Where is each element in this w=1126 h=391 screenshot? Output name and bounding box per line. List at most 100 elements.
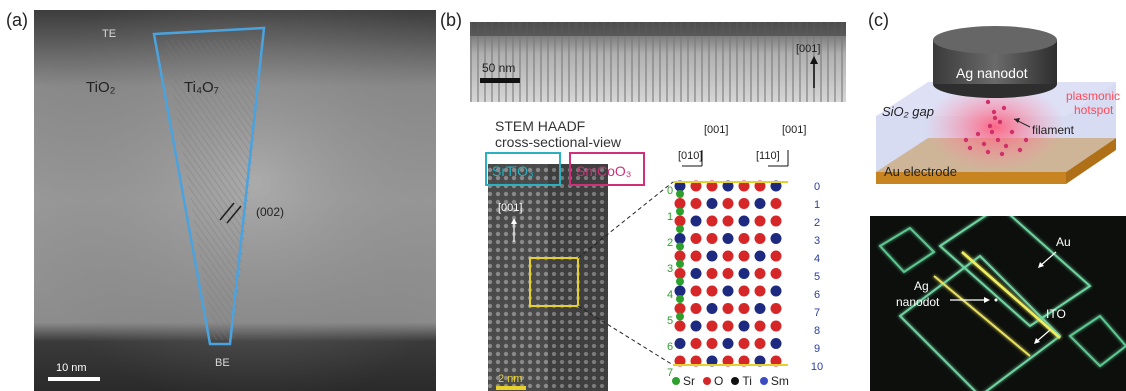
left-layer-number: 6 — [666, 341, 674, 353]
atom — [722, 355, 734, 367]
atom — [770, 198, 782, 209]
left-number-column: 0 1 2 3 4 5 6 7 — [663, 178, 677, 386]
atom-legend: Sr O Ti Sm — [672, 374, 797, 388]
atom — [674, 338, 686, 349]
atom — [674, 320, 686, 332]
legend-label: Sm — [770, 374, 789, 388]
atom — [706, 268, 718, 279]
atom — [754, 303, 766, 314]
filament-particle — [1017, 147, 1023, 153]
scale-label-bottom: 2 nm — [498, 373, 522, 385]
layer-number: 2 — [813, 217, 821, 229]
atom — [738, 268, 750, 279]
layer-number: 10 — [810, 361, 824, 373]
legend-dot-icon — [703, 377, 711, 385]
au-arrow-icon — [1038, 262, 1044, 268]
atom — [690, 268, 702, 279]
atom — [754, 180, 766, 192]
ag-nanodot-spot — [994, 298, 998, 302]
panel-c-micrograph: Au Ag nanodot ITO — [870, 216, 1126, 391]
axis2-side-label: [110] — [756, 150, 780, 162]
legend-dot-icon — [731, 377, 740, 385]
atom — [738, 355, 750, 367]
layer-number: 7 — [813, 307, 821, 319]
layer-number-column: 0 1 2 3 4 5 6 7 8 9 10 — [805, 178, 829, 376]
atom — [754, 250, 766, 262]
axis1-top-label: [001] — [704, 124, 729, 136]
atom — [754, 215, 766, 227]
nanodot-label: nanodot — [896, 295, 940, 309]
ito-arrow-icon — [1034, 338, 1040, 344]
filament-particle — [991, 109, 997, 115]
atom — [690, 215, 702, 227]
atom-sr — [676, 260, 684, 268]
legend-item: Ti — [731, 374, 752, 388]
atom — [674, 285, 686, 297]
filament-particle — [992, 115, 998, 121]
dir-label-top: [001] — [796, 43, 820, 55]
filament-particle — [1009, 129, 1015, 135]
filament-particle — [1023, 137, 1029, 143]
left-layer-number: 3 — [666, 263, 674, 275]
atom — [706, 338, 718, 349]
atom — [754, 268, 766, 279]
ag-nanodot-label: Ag nanodot — [956, 65, 1028, 81]
panel-a-tem-image: TE TiO₂ Ti₄O₇ (002) BE 10 nm — [34, 10, 436, 391]
atom — [722, 233, 734, 244]
filament-particle — [981, 141, 987, 147]
legend-item: Sr — [672, 374, 695, 388]
atom — [674, 268, 686, 279]
atom-sr — [676, 295, 684, 303]
left-layer-number: 1 — [666, 211, 674, 223]
atom — [738, 180, 750, 192]
atom — [770, 268, 782, 279]
atom — [770, 285, 782, 297]
ito-label: ITO — [1046, 307, 1066, 321]
atom — [706, 198, 718, 209]
atom — [738, 285, 750, 297]
atom — [738, 320, 750, 332]
plane-marker-line — [219, 202, 235, 221]
filament-particle — [985, 99, 991, 105]
filament-particle — [997, 119, 1003, 125]
panel-a-label: (a) — [6, 10, 28, 30]
atom — [722, 285, 734, 297]
atom — [738, 250, 750, 262]
atom — [706, 320, 718, 332]
left-layer-number: 5 — [666, 315, 674, 327]
left-layer-number: 2 — [666, 237, 674, 249]
atom — [722, 320, 734, 332]
panel-c-label: (c) — [868, 10, 889, 30]
atom — [754, 338, 766, 349]
atom — [706, 250, 718, 262]
atom-sr — [676, 190, 684, 198]
atom-sr — [676, 312, 684, 321]
stem-title: STEM HAADF — [495, 118, 586, 134]
legend-label: Sr — [683, 374, 695, 388]
arrow-up-icon — [810, 56, 818, 64]
filament-particle — [987, 123, 993, 129]
axis2-top-label: [001] — [782, 124, 807, 136]
atom — [754, 233, 766, 244]
ti4o7-label: Ti₄O₇ — [184, 79, 219, 96]
sio2-gap-label: SiO₂ gap — [882, 104, 934, 119]
filament-particles — [963, 99, 1029, 157]
atom — [706, 233, 718, 244]
atom — [690, 180, 702, 192]
atom — [706, 285, 718, 297]
atom — [690, 320, 702, 332]
atom — [674, 198, 686, 209]
atom — [722, 303, 734, 314]
scale-label-a: 10 nm — [56, 362, 87, 374]
legend-label: O — [714, 374, 724, 388]
filament-particle — [1003, 143, 1009, 149]
atom — [690, 285, 702, 297]
atom — [738, 338, 750, 349]
atom — [738, 215, 750, 227]
atom — [722, 198, 734, 209]
atom — [754, 285, 766, 297]
atom — [706, 355, 718, 367]
layer-number: 5 — [813, 271, 821, 283]
atom — [722, 180, 734, 192]
atom — [770, 355, 782, 367]
